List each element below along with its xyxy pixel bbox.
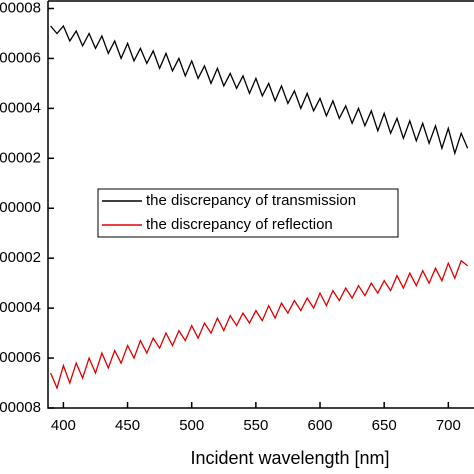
y-tick-label: 00004 (0, 99, 41, 116)
data-line (50, 24, 469, 156)
x-tick-label: 450 (115, 417, 140, 434)
y-tick-label: 00002 (0, 149, 41, 166)
legend-label: the discrepancy of transmission (146, 192, 356, 209)
x-tick-label: 400 (51, 417, 76, 434)
data-line (50, 259, 469, 390)
y-tick-label: 00006 (0, 349, 41, 366)
x-tick-label: 550 (243, 417, 268, 434)
y-tick-label: 00002 (0, 249, 41, 266)
y-tick-label: 00006 (0, 49, 41, 66)
x-axis-label: Incident wavelength [nm] (190, 448, 389, 468)
x-tick-label: 700 (436, 417, 461, 434)
y-tick-label: 00004 (0, 299, 41, 316)
x-tick-label: 600 (308, 417, 333, 434)
y-tick-label: 00008 (0, 0, 41, 16)
y-tick-label: 00000 (0, 199, 41, 216)
legend-label: the discrepancy of reflection (146, 216, 333, 233)
legend-box (97, 188, 399, 238)
y-tick-label: 00008 (0, 399, 41, 416)
x-tick-label: 500 (179, 417, 204, 434)
x-tick-label: 650 (372, 417, 397, 434)
